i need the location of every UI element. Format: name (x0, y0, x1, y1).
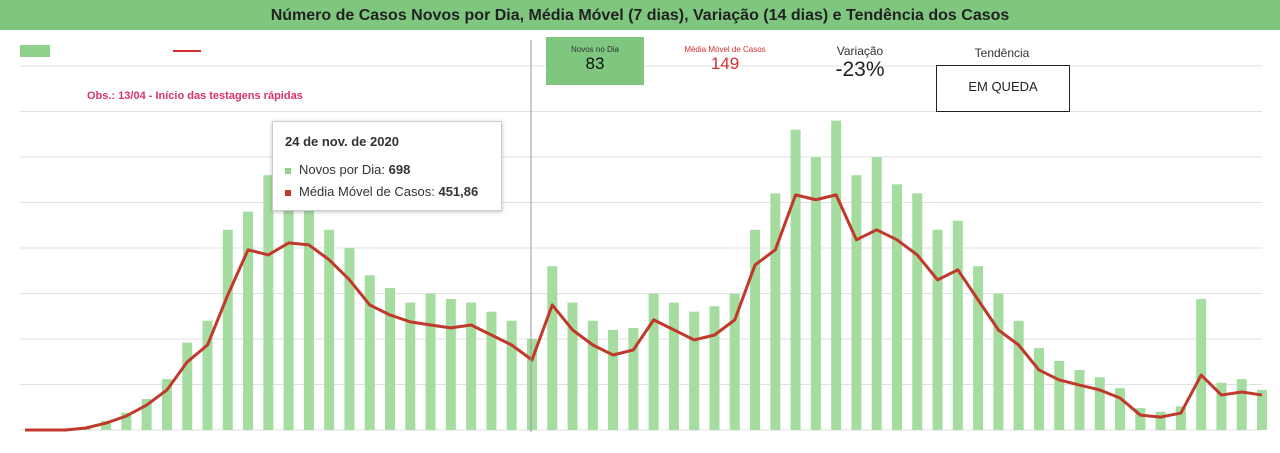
bar (1216, 382, 1227, 430)
bar (851, 175, 862, 430)
tooltip-row: Novos por Dia: 698 (285, 162, 410, 177)
bar (871, 157, 882, 430)
note: Obs.: 13/04 - Início das testagens rápid… (87, 90, 303, 102)
bar (952, 220, 963, 430)
tooltip-title: 24 de nov. de 2020 (285, 134, 399, 149)
bar (1135, 408, 1146, 430)
bar (161, 379, 172, 430)
bar (101, 420, 112, 430)
bar (526, 339, 537, 430)
kpi-box: Variação -23% (810, 44, 910, 82)
bar (1033, 348, 1044, 430)
bar (709, 306, 720, 430)
bar (1013, 320, 1024, 430)
kpi-label: Média Móvel de Casos (684, 45, 766, 54)
bar (1074, 369, 1085, 430)
legend-swatch (173, 50, 201, 52)
tooltip: 24 de nov. de 2020 Novos por Dia: 698 Mé… (272, 121, 502, 211)
bar (263, 175, 274, 430)
bar (121, 412, 132, 430)
bar (466, 302, 477, 430)
bar (1094, 377, 1105, 430)
bar (222, 229, 233, 430)
bar (405, 302, 416, 430)
bar (303, 193, 314, 430)
kpi-value: -23% (835, 58, 885, 81)
bar (587, 320, 598, 430)
bar (668, 302, 679, 430)
kpi-label: Variação (836, 44, 884, 58)
bar (344, 248, 355, 430)
kpi-label: Tendência (940, 46, 1064, 60)
bar (729, 293, 740, 430)
bar (628, 328, 639, 430)
bar (608, 329, 619, 430)
bar (283, 202, 294, 430)
title-bar (0, 0, 1280, 30)
tooltip-label: Média Móvel de Casos: (299, 184, 435, 199)
tooltip-value: 451,86 (438, 184, 479, 199)
bar (1196, 298, 1207, 430)
bar (425, 293, 436, 430)
kpi-value: 83 (585, 54, 605, 73)
bar (445, 298, 456, 430)
bar (1236, 379, 1247, 430)
legend-swatch (20, 45, 50, 57)
bar (831, 120, 842, 430)
bar (547, 266, 558, 430)
bar (1257, 389, 1267, 430)
bar (1054, 360, 1065, 430)
bar (1175, 406, 1186, 430)
bar (770, 193, 781, 430)
kpi-label: Tendência (974, 46, 1030, 60)
bar (202, 320, 213, 430)
bar (891, 184, 902, 430)
bar (973, 266, 984, 430)
bar (912, 193, 923, 430)
bar (243, 211, 254, 430)
tooltip-value: 698 (388, 162, 411, 177)
bar (141, 399, 152, 430)
kpi-value: 149 (710, 54, 740, 73)
kpi-box: Média Móvel de Casos 149 (665, 45, 785, 74)
bar (648, 293, 659, 430)
bar (364, 275, 375, 430)
trend-box: EM QUEDA (936, 65, 1070, 112)
bar (810, 157, 821, 430)
bar (1115, 388, 1126, 430)
bar (385, 288, 396, 430)
kpi-box: Novos no Dia 83 (546, 37, 644, 85)
tooltip-row: Média Móvel de Casos: 451,86 (285, 184, 478, 199)
tooltip-label: Novos por Dia: (299, 162, 385, 177)
bar (1155, 411, 1166, 430)
title: Número de Casos Novos por Dia, Média Móv… (270, 7, 1010, 24)
bar (750, 229, 761, 430)
bar (993, 293, 1004, 430)
moving-average-line (25, 193, 1263, 432)
bar (486, 311, 497, 430)
bar (790, 129, 801, 430)
bar (506, 320, 517, 430)
bar (567, 302, 578, 430)
bar (932, 229, 943, 430)
bar (689, 311, 700, 430)
kpi-label: Novos no Dia (570, 45, 620, 54)
kpi-value: EM QUEDA (968, 79, 1038, 94)
bar (182, 342, 193, 430)
bar (324, 229, 335, 430)
